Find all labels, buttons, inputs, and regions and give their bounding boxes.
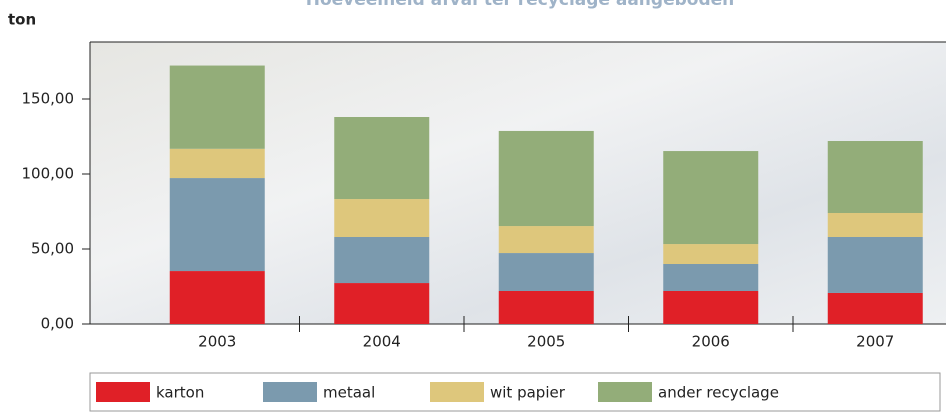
x-tick-label: 2007 bbox=[856, 333, 894, 351]
bar-segment bbox=[170, 271, 265, 324]
bar-segment bbox=[499, 291, 594, 324]
bar-segment bbox=[170, 178, 265, 271]
chart-title: Hoeveelheid afval ter recyclage aangebod… bbox=[306, 0, 735, 10]
legend-label: karton bbox=[156, 384, 204, 402]
bar-segment bbox=[334, 283, 429, 324]
x-tick-label: 2005 bbox=[527, 333, 565, 351]
legend-label: metaal bbox=[323, 384, 375, 402]
legend-swatch bbox=[263, 382, 317, 402]
bar-segment bbox=[663, 291, 758, 324]
y-tick-label: 50,00 bbox=[31, 240, 74, 258]
bar-segment bbox=[170, 66, 265, 149]
bar-segment bbox=[663, 151, 758, 244]
y-tick-label: 100,00 bbox=[22, 165, 75, 183]
bar-segment bbox=[170, 149, 265, 178]
x-tick-label: 2003 bbox=[198, 333, 236, 351]
legend-label: ander recyclage bbox=[658, 384, 779, 402]
chart: Hoeveelheid afval ter recyclage aangebod… bbox=[0, 0, 946, 418]
bar-segment bbox=[334, 237, 429, 283]
y-tick-label: 150,00 bbox=[22, 90, 75, 108]
bar-segment bbox=[663, 244, 758, 264]
bar-segment bbox=[828, 293, 923, 324]
bar-segment bbox=[499, 131, 594, 226]
legend-swatch bbox=[96, 382, 150, 402]
bar-segment bbox=[499, 226, 594, 253]
bar-segment bbox=[828, 213, 923, 237]
bar-segment bbox=[499, 253, 594, 291]
legend-swatch bbox=[430, 382, 484, 402]
bar-segment bbox=[828, 237, 923, 293]
legend-label: wit papier bbox=[490, 384, 566, 402]
legend-swatch bbox=[598, 382, 652, 402]
bar-segment bbox=[828, 141, 923, 213]
bar-segment bbox=[663, 264, 758, 291]
y-tick-label: 0,00 bbox=[41, 315, 74, 333]
bar-segment bbox=[334, 199, 429, 237]
x-tick-label: 2006 bbox=[692, 333, 730, 351]
y-axis-label: ton bbox=[8, 11, 36, 29]
bar-segment bbox=[334, 117, 429, 199]
x-tick-label: 2004 bbox=[363, 333, 401, 351]
